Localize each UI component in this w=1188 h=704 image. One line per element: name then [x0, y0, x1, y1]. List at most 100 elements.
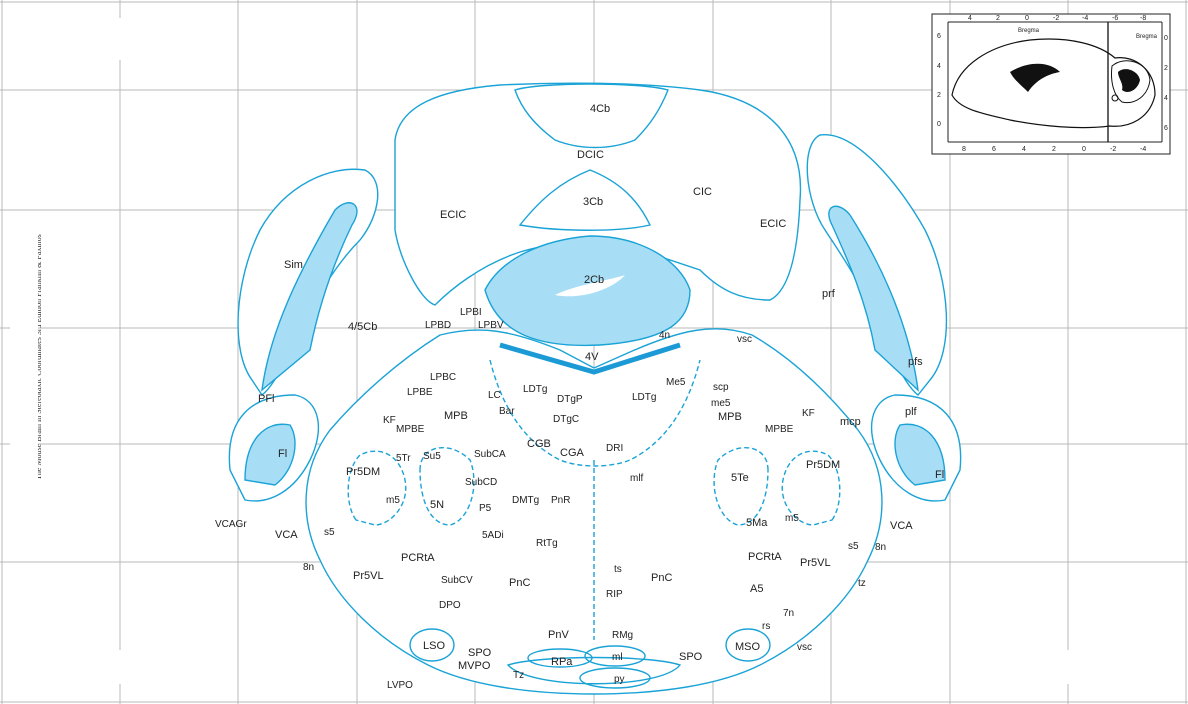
label-fl-left: Fl	[278, 448, 287, 460]
svg-text:0: 0	[937, 121, 941, 128]
label-kf-left: KF	[383, 415, 396, 426]
svg-text:2: 2	[1164, 65, 1168, 72]
label-spo-right: SPO	[679, 651, 703, 663]
svg-text:2: 2	[937, 92, 941, 99]
label-ecic-right: ECIC	[760, 218, 786, 230]
label-s5-left: s5	[324, 527, 335, 538]
label-pfl: PFl	[258, 393, 275, 405]
label-ml: ml	[612, 652, 623, 663]
label-lpbv: LPBV	[478, 320, 504, 331]
svg-text:4: 4	[937, 63, 941, 70]
label-dmtg: DMTg	[512, 495, 539, 506]
label-fl-right: Fl	[935, 469, 944, 481]
label-8n-left: 8n	[303, 562, 314, 573]
label-dcic: DCIC	[577, 149, 604, 161]
label-subcv: SubCV	[441, 575, 473, 586]
label-dri: DRI	[606, 443, 623, 454]
label-prf: prf	[822, 288, 836, 300]
label-subca: SubCA	[474, 449, 506, 460]
structure-labels: 4Cb DCIC 3Cb CIC ECIC ECIC 2Cb Sim 4/5Cb…	[215, 103, 944, 691]
svg-text:2: 2	[1052, 146, 1056, 153]
label-pnc-right: PnC	[651, 572, 672, 584]
label-4cb: 4Cb	[590, 103, 610, 115]
label-pfs: pfs	[908, 356, 923, 368]
svg-text:-6: -6	[1112, 15, 1118, 22]
label-lso: LSO	[423, 640, 445, 652]
label-su5: Su5	[423, 451, 441, 462]
svg-text:0: 0	[1082, 146, 1086, 153]
label-2cb: 2Cb	[584, 274, 604, 286]
svg-text:-4: -4	[1140, 146, 1146, 153]
label-ecic-left: ECIC	[440, 209, 466, 221]
label-lc: LC	[488, 390, 501, 401]
label-kf-right: KF	[802, 408, 815, 419]
label-5te: 5Te	[731, 472, 749, 484]
svg-text:4: 4	[1022, 146, 1026, 153]
label-mso: MSO	[735, 641, 761, 653]
label-ldtg-right: LDTg	[632, 392, 656, 403]
label-vca-left: VCA	[275, 529, 298, 541]
label-7n: 7n	[783, 608, 794, 619]
svg-text:-2: -2	[1110, 146, 1116, 153]
label-rs: rs	[762, 621, 770, 632]
label-subcd: SubCD	[465, 477, 497, 488]
svg-text:4: 4	[1164, 95, 1168, 102]
label-vca-right: VCA	[890, 520, 913, 532]
label-tz-bottom: Tz	[513, 670, 524, 681]
svg-text:6: 6	[937, 33, 941, 40]
label-m5-left: m5	[386, 495, 400, 506]
label-sim: Sim	[284, 259, 303, 271]
label-8n-right: 8n	[875, 542, 886, 553]
label-mcp: mcp	[840, 416, 861, 428]
label-vcagr: VCAGr	[215, 519, 247, 530]
label-tz-right: tz	[858, 578, 866, 589]
label-mpb-left: MPB	[444, 410, 468, 422]
label-5adi: 5ADi	[482, 530, 504, 541]
label-vsc-bottom: vsc	[797, 642, 812, 653]
svg-text:2: 2	[996, 15, 1000, 22]
label-cgb: CGB	[527, 438, 551, 450]
label-pr5dm-right: Pr5DM	[806, 459, 840, 471]
label-mvpo: MVPO	[458, 660, 491, 672]
label-5tr: 5Tr	[396, 453, 411, 464]
svg-text:-4: -4	[1082, 15, 1088, 22]
label-mpbe-right: MPBE	[765, 424, 794, 435]
label-pnr: PnR	[551, 495, 570, 506]
label-dtgc: DTgC	[553, 414, 579, 425]
label-ldtg-left: LDTg	[523, 384, 547, 395]
label-4v: 4V	[585, 351, 599, 363]
label-cic: CIC	[693, 186, 712, 198]
svg-text:-8: -8	[1140, 15, 1146, 22]
label-lvpo: LVPO	[387, 680, 413, 691]
label-mlf: mlf	[630, 473, 644, 484]
label-scp: scp	[713, 382, 729, 393]
svg-text:8: 8	[962, 146, 966, 153]
label-lpbc: LPBC	[430, 372, 456, 383]
svg-text:0: 0	[1164, 35, 1168, 42]
label-rmg: RMg	[612, 630, 633, 641]
label-4-5cb: 4/5Cb	[348, 321, 377, 333]
svg-text:6: 6	[992, 146, 996, 153]
label-4n: 4n	[659, 330, 670, 341]
label-bar: Bar	[499, 406, 515, 417]
label-5n: 5N	[430, 499, 444, 511]
label-pcrta-left: PCRtA	[401, 552, 435, 564]
svg-text:Bregma: Bregma	[1018, 28, 1040, 34]
label-plf: plf	[905, 406, 918, 418]
label-p5: P5	[479, 503, 492, 514]
label-dpo: DPO	[439, 600, 461, 611]
label-lpbe: LPBE	[407, 387, 433, 398]
label-pnc-left: PnC	[509, 577, 530, 589]
label-rttg: RtTg	[536, 538, 558, 549]
label-pr5vl-right: Pr5VL	[800, 557, 831, 569]
label-pr5vl-left: Pr5VL	[353, 570, 384, 582]
coronal-section	[228, 82, 962, 695]
label-spo-left: SPO	[468, 647, 492, 659]
svg-text:0: 0	[1025, 15, 1029, 22]
label-pcrta-right: PCRtA	[748, 551, 782, 563]
label-pr5dm-left: Pr5DM	[346, 466, 380, 478]
label-ts: ts	[614, 564, 622, 575]
label-dtgp: DTgP	[557, 394, 583, 405]
